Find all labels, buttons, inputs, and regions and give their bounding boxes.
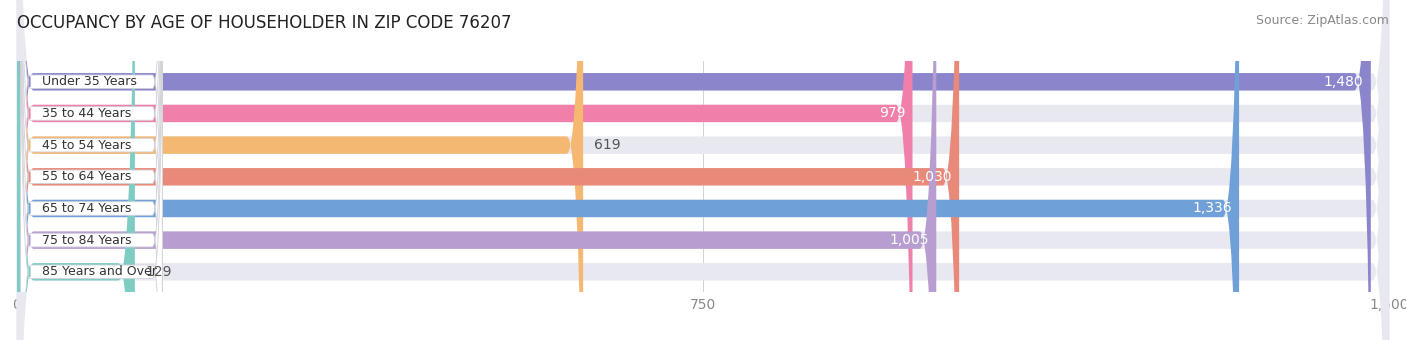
FancyBboxPatch shape xyxy=(17,0,1389,340)
Text: 979: 979 xyxy=(879,106,905,120)
FancyBboxPatch shape xyxy=(21,0,162,340)
FancyBboxPatch shape xyxy=(17,0,1239,340)
FancyBboxPatch shape xyxy=(17,0,135,340)
FancyBboxPatch shape xyxy=(21,0,162,340)
FancyBboxPatch shape xyxy=(17,0,1389,340)
FancyBboxPatch shape xyxy=(17,0,936,340)
FancyBboxPatch shape xyxy=(21,0,162,340)
Text: 65 to 74 Years: 65 to 74 Years xyxy=(42,202,132,215)
Text: 45 to 54 Years: 45 to 54 Years xyxy=(42,139,132,152)
FancyBboxPatch shape xyxy=(17,0,1389,340)
FancyBboxPatch shape xyxy=(17,0,583,340)
Text: 1,005: 1,005 xyxy=(890,233,929,247)
FancyBboxPatch shape xyxy=(21,0,162,340)
Text: 35 to 44 Years: 35 to 44 Years xyxy=(42,107,132,120)
FancyBboxPatch shape xyxy=(17,0,1389,340)
FancyBboxPatch shape xyxy=(17,0,1389,340)
FancyBboxPatch shape xyxy=(21,0,162,340)
Text: OCCUPANCY BY AGE OF HOUSEHOLDER IN ZIP CODE 76207: OCCUPANCY BY AGE OF HOUSEHOLDER IN ZIP C… xyxy=(17,14,512,32)
FancyBboxPatch shape xyxy=(17,0,959,340)
Text: Source: ZipAtlas.com: Source: ZipAtlas.com xyxy=(1256,14,1389,27)
Text: 129: 129 xyxy=(146,265,173,279)
Text: 1,030: 1,030 xyxy=(912,170,952,184)
Text: 1,480: 1,480 xyxy=(1324,75,1364,89)
Text: Under 35 Years: Under 35 Years xyxy=(42,75,138,88)
Text: 75 to 84 Years: 75 to 84 Years xyxy=(42,234,132,246)
FancyBboxPatch shape xyxy=(17,0,1371,340)
Text: 619: 619 xyxy=(595,138,621,152)
FancyBboxPatch shape xyxy=(17,0,1389,340)
Text: 85 Years and Over: 85 Years and Over xyxy=(42,265,157,278)
Text: 55 to 64 Years: 55 to 64 Years xyxy=(42,170,132,183)
FancyBboxPatch shape xyxy=(17,0,912,340)
FancyBboxPatch shape xyxy=(21,0,162,340)
Text: 1,336: 1,336 xyxy=(1192,202,1232,216)
FancyBboxPatch shape xyxy=(17,0,1389,340)
FancyBboxPatch shape xyxy=(21,0,162,340)
